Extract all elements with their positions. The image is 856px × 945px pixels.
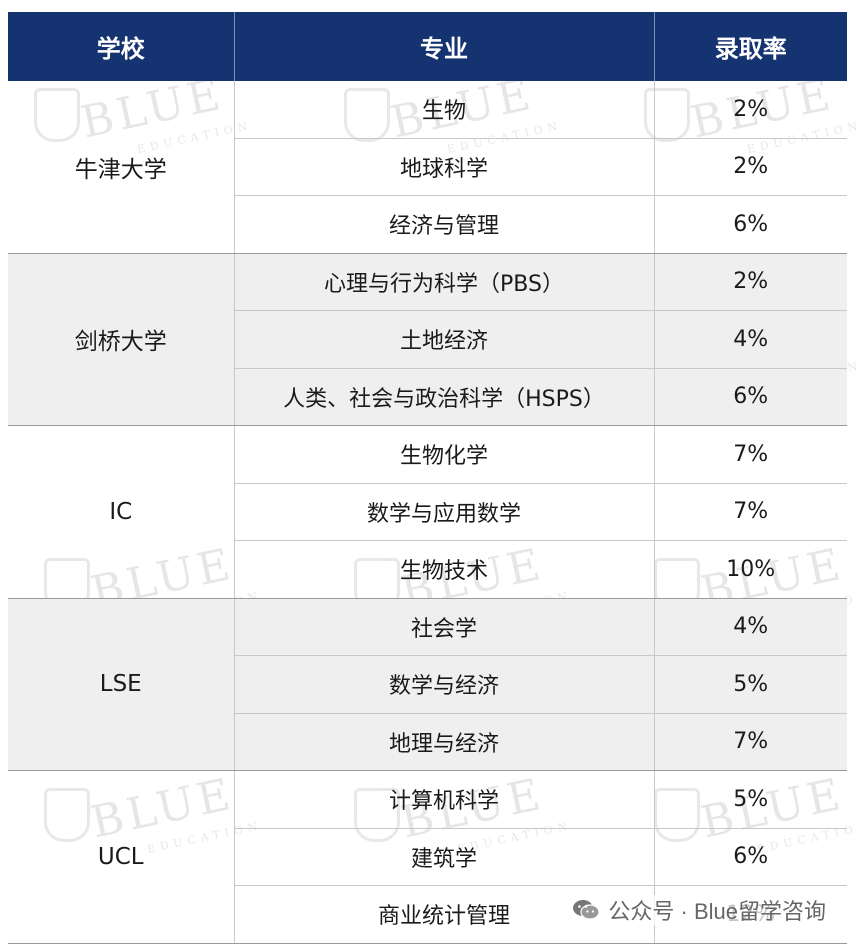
rate-cell: 2% bbox=[654, 138, 847, 196]
table-row: LSE 社会学 4% bbox=[8, 598, 847, 771]
school-cell: 剑桥大学 bbox=[8, 253, 235, 426]
major-cell: 社会学 bbox=[234, 598, 655, 656]
major-cell: 计算机科学 bbox=[234, 770, 655, 829]
major-cell: 心理与行为科学（PBS） bbox=[234, 253, 655, 311]
major-cell: 土地经济 bbox=[234, 310, 655, 369]
major-cell: 建筑学 bbox=[234, 828, 655, 886]
table-row: IC 生物化学 7% bbox=[8, 425, 847, 599]
table-row: 剑桥大学 心理与行为科学（PBS） 2% bbox=[8, 253, 847, 426]
admission-rate-table: 学校 专业 录取率 牛津大学 生物 2% 地球科学 2% 经济与管理 6% 剑桥… bbox=[8, 12, 847, 944]
table-row: 地球科学 2% bbox=[8, 138, 847, 196]
table-row: 地理与经济 7% bbox=[8, 713, 847, 771]
rate-cell: 7% bbox=[654, 483, 847, 541]
major-cell: 生物化学 bbox=[234, 425, 655, 484]
major-cell: 地理与经济 bbox=[234, 713, 655, 771]
rate-cell: 4% bbox=[654, 310, 847, 369]
school-cell: LSE bbox=[8, 598, 235, 771]
school-cell: IC bbox=[8, 425, 235, 599]
table-row: 人类、社会与政治科学（HSPS） 6% bbox=[8, 368, 847, 426]
rate-cell: 6% bbox=[654, 828, 847, 886]
rate-cell: 7% bbox=[654, 425, 847, 484]
table-row: UCL 计算机科学 5% bbox=[8, 770, 847, 944]
table-row: 生物技术 10% bbox=[8, 540, 847, 599]
major-cell: 生物技术 bbox=[234, 540, 655, 599]
table-row: 经济与管理 6% bbox=[8, 195, 847, 254]
major-cell: 地球科学 bbox=[234, 138, 655, 196]
header-row: 学校 专业 录取率 bbox=[8, 12, 847, 81]
table-row: 土地经济 4% bbox=[8, 310, 847, 369]
table-row: 数学与应用数学 7% bbox=[8, 483, 847, 541]
wechat-icon bbox=[573, 900, 601, 920]
school-cell: UCL bbox=[8, 770, 235, 944]
table-row: 牛津大学 生物 2% bbox=[8, 81, 847, 254]
rate-cell: 6% bbox=[654, 368, 847, 426]
table-row: 建筑学 6% bbox=[8, 828, 847, 886]
major-cell: 人类、社会与政治科学（HSPS） bbox=[234, 368, 655, 426]
rate-cell: 2% bbox=[654, 81, 847, 139]
rate-cell: 10% bbox=[654, 540, 847, 599]
major-cell: 生物 bbox=[234, 81, 655, 139]
header-major: 专业 bbox=[234, 12, 655, 81]
table-row: 数学与经济 5% bbox=[8, 655, 847, 714]
rate-cell: 2% bbox=[654, 253, 847, 311]
major-cell: 数学与应用数学 bbox=[234, 483, 655, 541]
header-rate: 录取率 bbox=[654, 12, 847, 81]
rate-cell: 6% bbox=[654, 195, 847, 254]
major-cell: 经济与管理 bbox=[234, 195, 655, 254]
header-school: 学校 bbox=[8, 12, 235, 81]
rate-cell: 5% bbox=[654, 770, 847, 829]
account-name: 公众号 · Blue留学咨询 bbox=[608, 899, 826, 924]
school-cell: 牛津大学 bbox=[8, 81, 235, 254]
account-watermark: 公众号 · Blue留学咨询 bbox=[568, 895, 830, 925]
rate-cell: 7% bbox=[654, 713, 847, 771]
rate-cell: 5% bbox=[654, 655, 847, 714]
major-cell: 数学与经济 bbox=[234, 655, 655, 714]
rate-cell: 4% bbox=[654, 598, 847, 656]
